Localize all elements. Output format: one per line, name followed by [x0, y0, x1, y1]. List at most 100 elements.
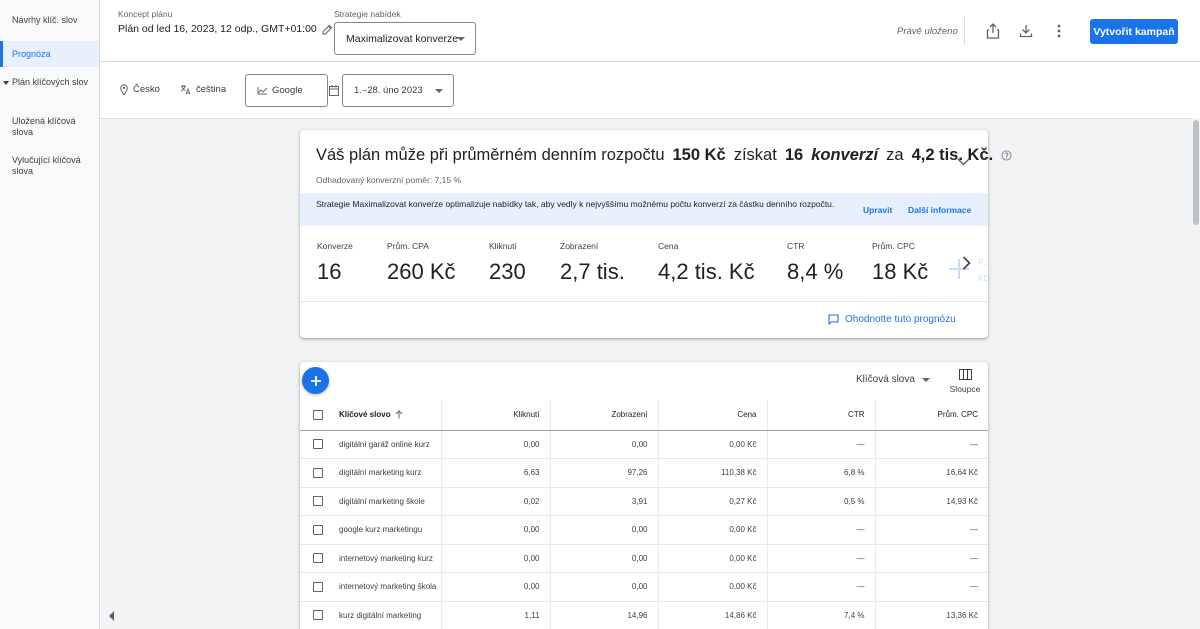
- pencil-icon[interactable]: [322, 24, 333, 35]
- info-text: Strategie Maximalizovat konverze optimal…: [316, 199, 835, 209]
- metric-value: 260 Kč: [387, 259, 456, 284]
- headline-text: Váš plán může při průměrném denním rozpo…: [316, 146, 665, 164]
- cell-keyword: internetový marketing kurz: [335, 544, 442, 573]
- column-header-clicks[interactable]: Kliknutí: [441, 400, 551, 431]
- network-filter[interactable]: Google: [245, 74, 328, 107]
- budget-value: 150 Kč: [672, 146, 726, 164]
- strategy-value: Maximalizovat konverze: [346, 32, 459, 45]
- caret-down-icon: [921, 377, 930, 382]
- share-button[interactable]: [982, 20, 1004, 42]
- scrollbar[interactable]: [1192, 118, 1200, 629]
- row-checkbox[interactable]: [312, 581, 323, 592]
- row-checkbox[interactable]: [312, 439, 323, 450]
- chevron-right-icon[interactable]: [962, 256, 971, 270]
- metric-value: 18 Kč: [872, 259, 929, 284]
- row-checkbox[interactable]: [312, 524, 323, 535]
- cell-avg-cpc: 14,93 Kč: [875, 487, 988, 516]
- table-row[interactable]: digitální marketing škole 0,02 3,91 0,27 Kč…: [300, 487, 988, 516]
- create-campaign-button[interactable]: Vytvořit kampaň: [1090, 19, 1178, 44]
- sort-up-icon: [395, 410, 402, 419]
- table-row[interactable]: internetový marketing kurz 0,00 0,00 0,00 K…: [300, 544, 988, 573]
- rate-forecast-link[interactable]: Ohodnotte tuto prognózu: [828, 314, 956, 325]
- row-select-cell: [300, 430, 335, 459]
- table-row[interactable]: google kurz marketingu 0,00 0,00 0,00 Kč — —: [300, 515, 988, 545]
- divider: [300, 301, 988, 302]
- row-select-cell: [300, 572, 335, 602]
- cell-clicks: 0,00: [441, 544, 551, 573]
- column-header-ctr[interactable]: CTR: [767, 400, 876, 431]
- network-value: Google: [272, 85, 303, 96]
- metric-value: 8,4 %: [787, 259, 844, 284]
- conversions-value: 16: [784, 146, 804, 164]
- faded-metric-sub: KO…: [978, 274, 988, 283]
- language-filter[interactable]: čeština: [180, 84, 226, 95]
- help-icon[interactable]: [1001, 150, 1012, 161]
- keyword-type-select[interactable]: Klíčová slova: [856, 374, 930, 385]
- keyword-type-value: Klíčová slova: [856, 374, 915, 385]
- table-row[interactable]: kurz digitální marketing 1,11 14,96 14,86 K…: [300, 601, 988, 629]
- header: Koncept plánu Plán od led 16, 2023, 12 o…: [100, 0, 1200, 62]
- cell-avg-cpc: —: [875, 544, 988, 573]
- add-keyword-button[interactable]: [302, 367, 329, 394]
- column-header-impressions[interactable]: Zobrazení: [550, 400, 659, 431]
- sidebar-item-keyword-plan[interactable]: Plán klíčových slov: [0, 77, 99, 88]
- cell-impressions: 0,00: [550, 544, 659, 573]
- more-button[interactable]: [1048, 20, 1070, 42]
- metric-label: Prům. CPA: [387, 241, 429, 251]
- column-header-keyword[interactable]: Klíčové slovo: [335, 400, 442, 431]
- select-all-checkbox[interactable]: [312, 409, 323, 420]
- metric-value: 16: [317, 259, 342, 284]
- metric-value: 230: [489, 259, 526, 284]
- sidebar-item-saved-keywords[interactable]: Uložená klíčová slova: [12, 116, 76, 137]
- sidebar-item-negative-keywords[interactable]: Vylučující klíčová slova: [12, 155, 81, 176]
- table-row[interactable]: digitální marketing kurz 6,63 97,26 110,38 …: [300, 458, 988, 488]
- forecast-card: Váš plán může při průměrném denním rozpo…: [300, 130, 1012, 338]
- cell-impressions: 0,00: [550, 515, 659, 545]
- cell-avg-cpc: 13,36 Kč: [875, 601, 988, 629]
- location-filter[interactable]: Česko: [120, 84, 160, 95]
- download-button[interactable]: [1015, 20, 1037, 42]
- column-header-label: Klíčové slovo: [339, 410, 391, 420]
- row-checkbox[interactable]: [312, 467, 323, 478]
- faded-metric-label: P…: [978, 258, 988, 267]
- table-row[interactable]: digitální garáž online kurz 0,00 0,00 0,00 …: [300, 430, 988, 459]
- metric-faded-next: P… KO…: [948, 258, 988, 288]
- row-checkbox[interactable]: [312, 553, 323, 564]
- column-header-cost[interactable]: Cena: [658, 400, 768, 431]
- filter-bar: Česko čeština Google 1.–28. úno 2023: [100, 62, 1200, 119]
- date-range-select[interactable]: 1.–28. úno 2023: [342, 74, 454, 107]
- keyword-card: Klíčová slova Sloupce Klíčové slovo Klik…: [300, 362, 988, 629]
- caret-down-icon: [435, 89, 443, 93]
- metric-label: Prům. CPC: [872, 241, 915, 251]
- strategy-select[interactable]: Maximalizovat konverze: [334, 22, 476, 55]
- row-checkbox[interactable]: [312, 496, 323, 507]
- sidebar-item-forecast[interactable]: Prognóza: [0, 41, 99, 67]
- share-icon: [986, 23, 1000, 39]
- metric-ctr: CTR 8,4 %: [787, 241, 843, 285]
- cell-ctr: —: [767, 544, 876, 573]
- cell-cost: 0,00 Kč: [658, 515, 768, 545]
- rate-forecast-text: Ohodnotte tuto prognózu: [845, 314, 956, 325]
- chevron-down-icon[interactable]: [957, 158, 970, 166]
- cell-keyword: google kurz marketingu: [335, 515, 442, 545]
- feedback-icon: [828, 314, 839, 325]
- scroll-thumb[interactable]: [1193, 120, 1199, 225]
- columns-button[interactable]: Sloupce: [946, 369, 984, 394]
- cell-impressions: 97,26: [550, 458, 659, 488]
- plan-label: Koncept plánu: [118, 9, 173, 19]
- collapse-sidebar-button[interactable]: [100, 602, 124, 629]
- more-info-link[interactable]: Další informace: [908, 205, 972, 215]
- plan-name[interactable]: Plán od led 16, 2023, 12 odp., GMT+01:00: [118, 23, 333, 35]
- column-header-avg-cpc[interactable]: Prům. CPC: [875, 400, 988, 431]
- row-checkbox[interactable]: [312, 610, 323, 621]
- sidebar-item-keyword-ideas[interactable]: Návrhy klíč. slov: [12, 15, 78, 25]
- info-banner: Strategie Maximalizovat konverze optimal…: [300, 193, 988, 226]
- language-value: čeština: [196, 84, 227, 95]
- download-icon: [1019, 25, 1033, 38]
- table-row[interactable]: internetový marketing škola 0,00 0,00 0,00 …: [300, 572, 988, 602]
- cell-clicks: 0,00: [441, 572, 551, 602]
- cell-ctr: 6,8 %: [767, 458, 876, 488]
- location-value: Česko: [133, 84, 160, 95]
- edit-link[interactable]: Upravit: [863, 205, 893, 215]
- metric-label: Zobrazení: [560, 241, 599, 251]
